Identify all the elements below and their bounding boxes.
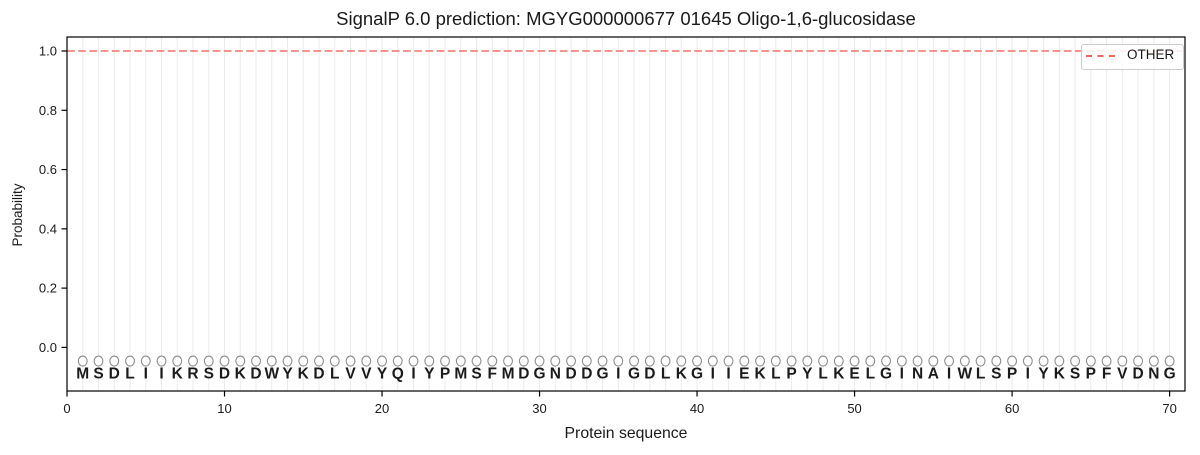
svg-text:I: I — [726, 366, 730, 383]
svg-text:D: D — [313, 366, 324, 383]
svg-text:D: D — [219, 366, 230, 383]
svg-text:L: L — [818, 366, 827, 383]
svg-text:D: D — [518, 366, 529, 383]
svg-text:P: P — [786, 366, 796, 383]
svg-text:K: K — [298, 366, 310, 383]
svg-text:0.4: 0.4 — [39, 221, 57, 236]
svg-text:L: L — [330, 366, 339, 383]
svg-text:20: 20 — [375, 401, 389, 416]
svg-text:G: G — [1164, 366, 1176, 383]
svg-text:30: 30 — [532, 401, 546, 416]
svg-text:V: V — [361, 366, 372, 383]
svg-text:L: L — [661, 366, 670, 383]
svg-text:K: K — [172, 366, 184, 383]
svg-text:D: D — [109, 366, 120, 383]
svg-text:40: 40 — [690, 401, 704, 416]
svg-text:G: G — [691, 366, 703, 383]
svg-text:D: D — [1132, 366, 1143, 383]
svg-text:G: G — [628, 366, 640, 383]
svg-text:L: L — [866, 366, 875, 383]
svg-text:S: S — [991, 366, 1001, 383]
svg-text:G: G — [597, 366, 609, 383]
svg-text:N: N — [550, 366, 561, 383]
svg-text:0.2: 0.2 — [39, 281, 57, 296]
svg-text:0.6: 0.6 — [39, 162, 57, 177]
svg-text:K: K — [1054, 366, 1066, 383]
svg-text:F: F — [1102, 366, 1111, 383]
svg-text:M: M — [454, 366, 467, 383]
svg-text:L: L — [771, 366, 780, 383]
svg-text:E: E — [739, 366, 749, 383]
svg-text:S: S — [1070, 366, 1080, 383]
svg-text:70: 70 — [1162, 401, 1176, 416]
svg-text:N: N — [1148, 366, 1159, 383]
svg-text:0.8: 0.8 — [39, 103, 57, 118]
svg-text:0.0: 0.0 — [39, 340, 57, 355]
svg-text:I: I — [1026, 366, 1030, 383]
svg-text:D: D — [644, 366, 655, 383]
svg-text:D: D — [581, 366, 592, 383]
svg-text:L: L — [125, 366, 134, 383]
svg-text:10: 10 — [217, 401, 231, 416]
svg-text:Q: Q — [392, 366, 404, 383]
svg-text:Y: Y — [377, 366, 388, 383]
svg-text:I: I — [947, 366, 951, 383]
svg-text:A: A — [928, 366, 939, 383]
svg-text:G: G — [534, 366, 546, 383]
svg-text:P: P — [1086, 366, 1096, 383]
svg-text:P: P — [440, 366, 450, 383]
svg-text:D: D — [250, 366, 261, 383]
svg-text:60: 60 — [1005, 401, 1019, 416]
svg-text:Y: Y — [282, 366, 293, 383]
svg-text:K: K — [754, 366, 766, 383]
svg-text:0: 0 — [63, 401, 70, 416]
svg-text:Y: Y — [802, 366, 813, 383]
svg-text:I: I — [711, 366, 715, 383]
svg-text:K: K — [235, 366, 247, 383]
svg-text:W: W — [958, 366, 973, 383]
svg-text:1.0: 1.0 — [39, 44, 57, 59]
svg-text:F: F — [488, 366, 497, 383]
svg-text:I: I — [616, 366, 620, 383]
svg-text:V: V — [345, 366, 356, 383]
svg-text:G: G — [880, 366, 892, 383]
svg-text:E: E — [849, 366, 859, 383]
svg-text:I: I — [144, 366, 148, 383]
svg-text:I: I — [900, 366, 904, 383]
svg-text:50: 50 — [847, 401, 861, 416]
svg-text:Y: Y — [424, 366, 435, 383]
svg-text:S: S — [471, 366, 481, 383]
svg-text:N: N — [912, 366, 923, 383]
svg-text:W: W — [264, 366, 279, 383]
svg-text:P: P — [1007, 366, 1017, 383]
svg-text:V: V — [1117, 366, 1128, 383]
svg-text:I: I — [159, 366, 163, 383]
svg-text:K: K — [676, 366, 688, 383]
svg-text:M: M — [502, 366, 515, 383]
svg-text:L: L — [976, 366, 985, 383]
svg-text:I: I — [411, 366, 415, 383]
svg-text:D: D — [565, 366, 576, 383]
svg-text:R: R — [187, 366, 198, 383]
svg-text:S: S — [93, 366, 103, 383]
svg-text:K: K — [833, 366, 845, 383]
svg-text:S: S — [204, 366, 214, 383]
svg-text:M: M — [76, 366, 89, 383]
svg-text:Y: Y — [1038, 366, 1049, 383]
